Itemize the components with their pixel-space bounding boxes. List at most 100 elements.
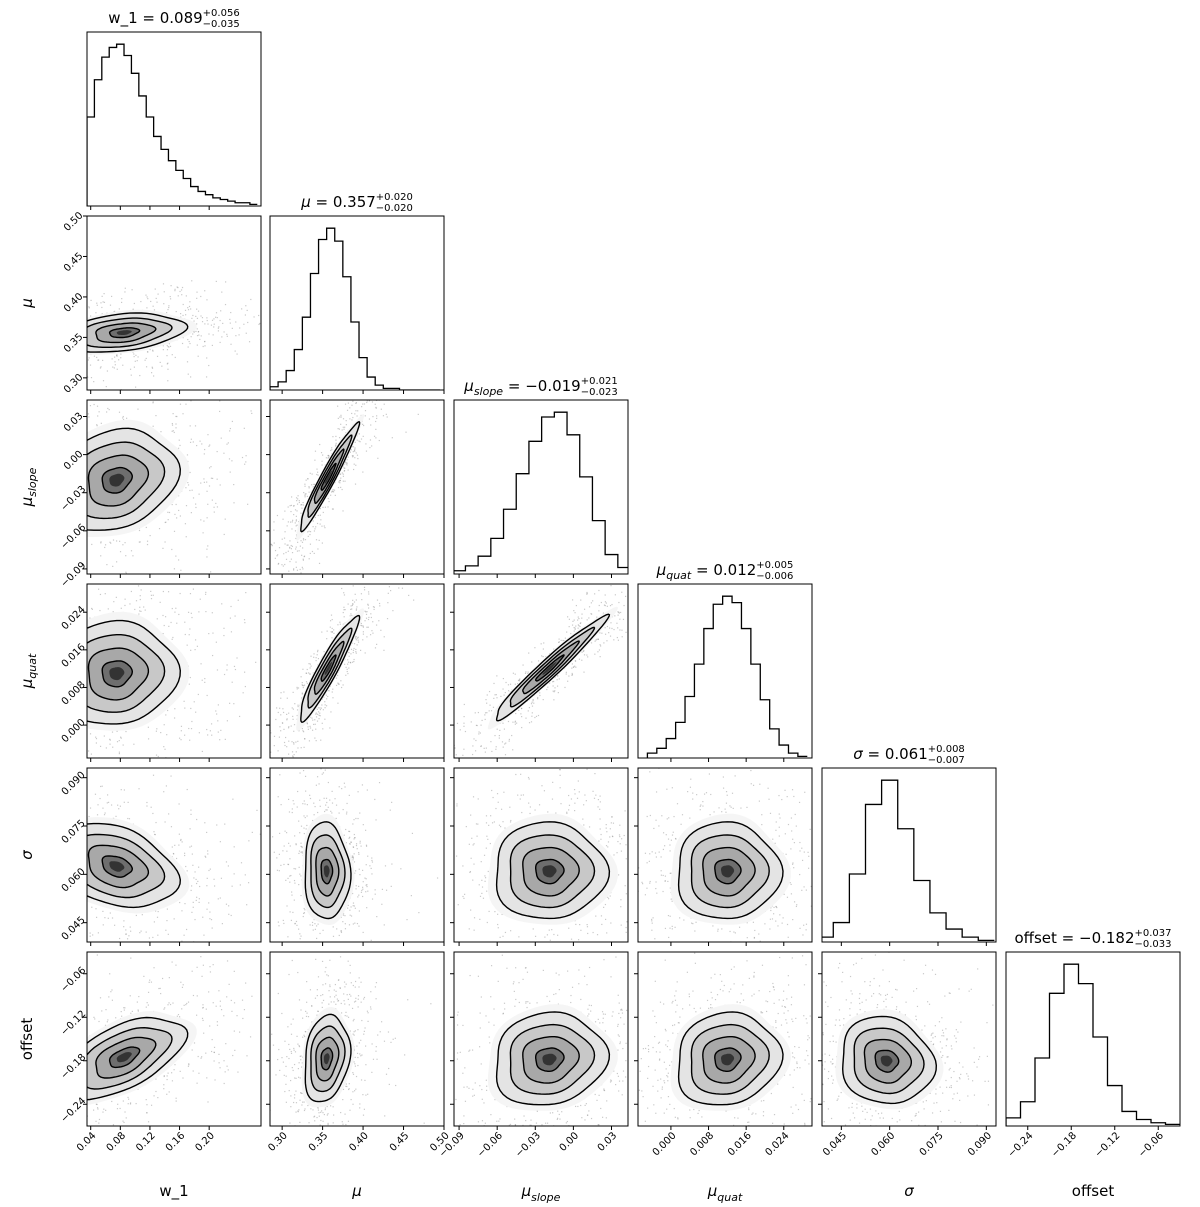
sample-point (80, 539, 81, 540)
sample-point (42, 678, 43, 679)
sample-point (228, 905, 230, 907)
sample-point (150, 372, 153, 374)
sample-point (121, 301, 123, 304)
sample-point (307, 766, 308, 767)
sample-point (99, 745, 102, 747)
sample-point (104, 553, 105, 554)
sample-point (308, 491, 310, 493)
sample-point (185, 928, 188, 931)
sample-point (338, 480, 341, 482)
sample-point (14, 341, 15, 342)
sample-point (45, 825, 46, 826)
sample-point (38, 858, 39, 859)
sample-point (45, 703, 46, 704)
sample-point (176, 622, 178, 624)
sample-point (32, 887, 33, 888)
sample-point (34, 878, 35, 879)
sample-point (160, 731, 162, 734)
sample-point (309, 472, 311, 474)
sample-point (393, 554, 394, 555)
sample-point (30, 547, 31, 548)
sample-point (368, 593, 370, 595)
sample-point (98, 314, 99, 315)
sample-point (311, 550, 314, 553)
sample-point (317, 711, 320, 713)
sample-point (129, 603, 131, 605)
sample-point (441, 720, 442, 721)
sample-point (357, 410, 359, 412)
sample-point (239, 327, 241, 329)
sample-point (542, 699, 544, 701)
sample-point (71, 566, 72, 567)
sample-point (572, 666, 575, 668)
sample-point (515, 712, 517, 715)
sample-point (574, 612, 576, 614)
sample-point (145, 931, 147, 933)
sample-point (152, 774, 155, 776)
sample-point (32, 733, 33, 734)
sample-point (596, 616, 598, 618)
sample-point (20, 351, 21, 352)
sample-point (315, 712, 317, 714)
sample-point (84, 323, 85, 324)
sample-point (313, 656, 315, 658)
sample-point (619, 629, 621, 631)
sample-point (618, 611, 620, 613)
sample-point (426, 800, 427, 801)
sample-point (114, 924, 116, 926)
sample-point (229, 702, 231, 704)
sample-point (49, 649, 50, 650)
sample-point (307, 478, 309, 480)
sample-point (274, 818, 275, 819)
sample-point (199, 382, 200, 383)
sample-point (52, 570, 53, 571)
sample-point (75, 866, 76, 867)
sample-point (180, 730, 182, 732)
sample-point (13, 339, 14, 340)
sample-point (62, 486, 63, 487)
sample-point (547, 686, 549, 688)
sample-point (470, 721, 472, 723)
sample-point (72, 898, 73, 899)
sample-point (34, 861, 35, 862)
sample-point (8, 509, 9, 510)
sample-point (537, 660, 540, 662)
sample-point (396, 257, 397, 258)
sample-point (82, 662, 83, 663)
sample-point (4, 520, 5, 521)
sample-point (177, 575, 178, 576)
sample-point (500, 695, 502, 697)
sample-point (257, 743, 258, 744)
sample-point (572, 620, 574, 623)
sample-point (366, 395, 367, 396)
sample-point (578, 617, 580, 620)
sample-point (339, 416, 341, 418)
sample-point (101, 575, 102, 576)
sample-point (621, 591, 623, 593)
sample-point (85, 674, 86, 675)
sample-point (247, 321, 249, 324)
sample-point (219, 341, 221, 344)
sample-point (624, 595, 627, 598)
sample-point (283, 728, 285, 730)
sample-point (344, 608, 346, 611)
sample-point (32, 312, 33, 313)
sample-point (472, 745, 474, 747)
sample-point (82, 631, 83, 632)
sample-point (73, 820, 74, 821)
sample-point (302, 558, 304, 560)
sample-point (575, 666, 577, 668)
sample-point (42, 460, 43, 461)
sample-point (615, 576, 616, 577)
sample-point (618, 612, 620, 614)
sample-point (462, 754, 464, 756)
sample-point (364, 610, 366, 612)
sample-point (97, 932, 99, 934)
sample-point (692, 551, 693, 552)
sample-point (193, 331, 195, 333)
sample-point (210, 477, 213, 479)
sample-point (375, 577, 376, 578)
sample-point (245, 501, 246, 502)
sample-point (51, 651, 52, 652)
sample-point (316, 473, 318, 476)
